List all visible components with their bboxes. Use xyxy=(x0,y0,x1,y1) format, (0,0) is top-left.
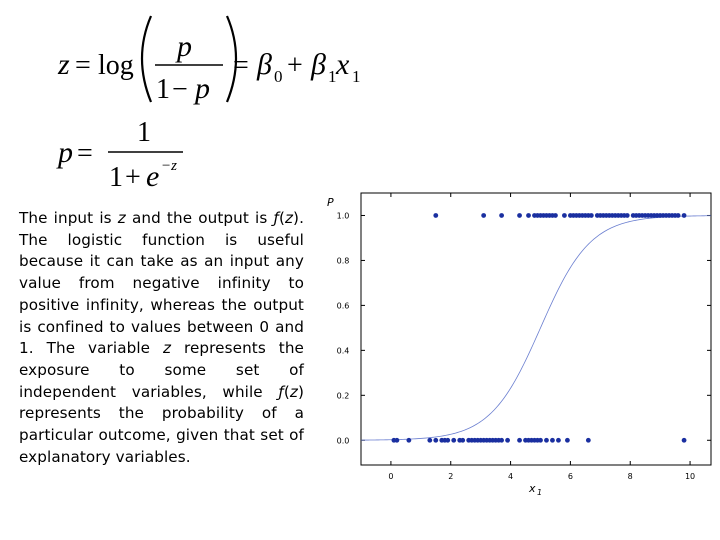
data-point-y0 xyxy=(406,437,412,443)
y-tick-label: 0.2 xyxy=(337,391,350,400)
logit-den-p: p xyxy=(193,72,210,105)
beta-1: β xyxy=(310,48,326,81)
logistic-numerator-one: 1 xyxy=(137,117,151,148)
x-tick-label: 4 xyxy=(508,472,513,481)
data-point-y1 xyxy=(553,213,558,218)
beta-1-subscript: 1 xyxy=(328,67,337,86)
logistic-equation: p = 1 1 + e −z xyxy=(56,117,183,193)
data-point-y1 xyxy=(499,213,504,218)
data-point-y1 xyxy=(517,213,522,218)
data-point-y0 xyxy=(433,437,439,443)
data-point-y1 xyxy=(562,213,567,218)
logistic-den-plus: + xyxy=(125,162,141,193)
data-point-y0 xyxy=(538,437,543,443)
y-tick-label: 0.4 xyxy=(337,346,350,355)
x-axis-label-subscript: 1 xyxy=(537,488,542,497)
x-tick-label: 6 xyxy=(568,472,573,481)
data-point-y0 xyxy=(427,437,433,443)
data-point-y0 xyxy=(505,437,510,443)
data-point-y0 xyxy=(544,437,549,443)
x-1: x xyxy=(335,48,350,81)
logistic-den-e: e xyxy=(146,160,159,193)
points-layer xyxy=(391,213,687,443)
logit-lhs-z: z xyxy=(57,48,70,81)
right-paren xyxy=(225,15,238,103)
beta-0-subscript: 0 xyxy=(274,67,283,86)
data-point-y0 xyxy=(460,437,466,443)
data-point-y0 xyxy=(445,437,451,443)
data-point-y0 xyxy=(556,437,561,443)
data-point-y0 xyxy=(565,437,570,443)
logit-den-one: 1 xyxy=(156,74,170,105)
logit-log: log xyxy=(98,50,134,81)
logistic-den-one: 1 xyxy=(109,162,123,193)
curve-layer xyxy=(360,215,712,441)
y-tick-label: 0.6 xyxy=(337,301,350,310)
logit-numerator-p: p xyxy=(175,30,192,63)
data-point-y0 xyxy=(681,437,687,443)
logistic-exponent: −z xyxy=(161,158,177,174)
data-point-y1 xyxy=(433,213,439,218)
x-1-subscript: 1 xyxy=(352,67,361,86)
data-point-y0 xyxy=(517,437,522,443)
data-point-y1 xyxy=(588,213,594,218)
x-tick-label: 2 xyxy=(448,472,453,481)
data-point-y0 xyxy=(451,437,457,443)
logit-equals-1: = xyxy=(75,50,91,81)
data-point-y0 xyxy=(394,437,400,443)
x-tick-label: 8 xyxy=(628,472,633,481)
logit-equals-2: = xyxy=(233,50,249,81)
x-tick-label: 10 xyxy=(685,472,695,481)
logistic-lhs-p: p xyxy=(56,136,73,169)
data-point-y1 xyxy=(681,213,687,218)
data-point-y1 xyxy=(481,213,487,218)
data-point-y0 xyxy=(499,437,504,443)
logistic-curve xyxy=(360,215,712,441)
plot-frame xyxy=(360,192,712,466)
y-axis-label: P xyxy=(327,196,334,209)
data-point-y1 xyxy=(624,213,630,218)
logistic-regression-chart: 0 2 4 6 8 10 0.0 0.2 0.4 0.6 0.8 1.0 P x 1 xyxy=(327,192,712,497)
left-paren xyxy=(140,15,153,103)
data-point-y1 xyxy=(675,213,681,218)
logit-den-minus: − xyxy=(172,74,188,105)
x-tick-label: 0 xyxy=(388,472,393,481)
x-axis-label: x xyxy=(528,482,536,495)
data-point-y1 xyxy=(526,213,531,218)
y-tick-label: 0.0 xyxy=(337,436,350,445)
logit-equation: z = log p 1 − p = β 0 + β 1 x 1 xyxy=(57,15,361,105)
y-tick-label: 0.8 xyxy=(337,256,350,265)
beta-0: β xyxy=(256,48,272,81)
data-point-y0 xyxy=(585,437,591,443)
description-paragraph: The input is z and the output is ƒ(z). T… xyxy=(19,209,304,466)
data-point-y0 xyxy=(550,437,555,443)
logistic-equals: = xyxy=(77,138,93,169)
axis-ticks: 0 2 4 6 8 10 0.0 0.2 0.4 0.6 0.8 1.0 xyxy=(337,193,711,481)
logit-plus: + xyxy=(287,50,303,81)
y-tick-label: 1.0 xyxy=(337,211,350,220)
